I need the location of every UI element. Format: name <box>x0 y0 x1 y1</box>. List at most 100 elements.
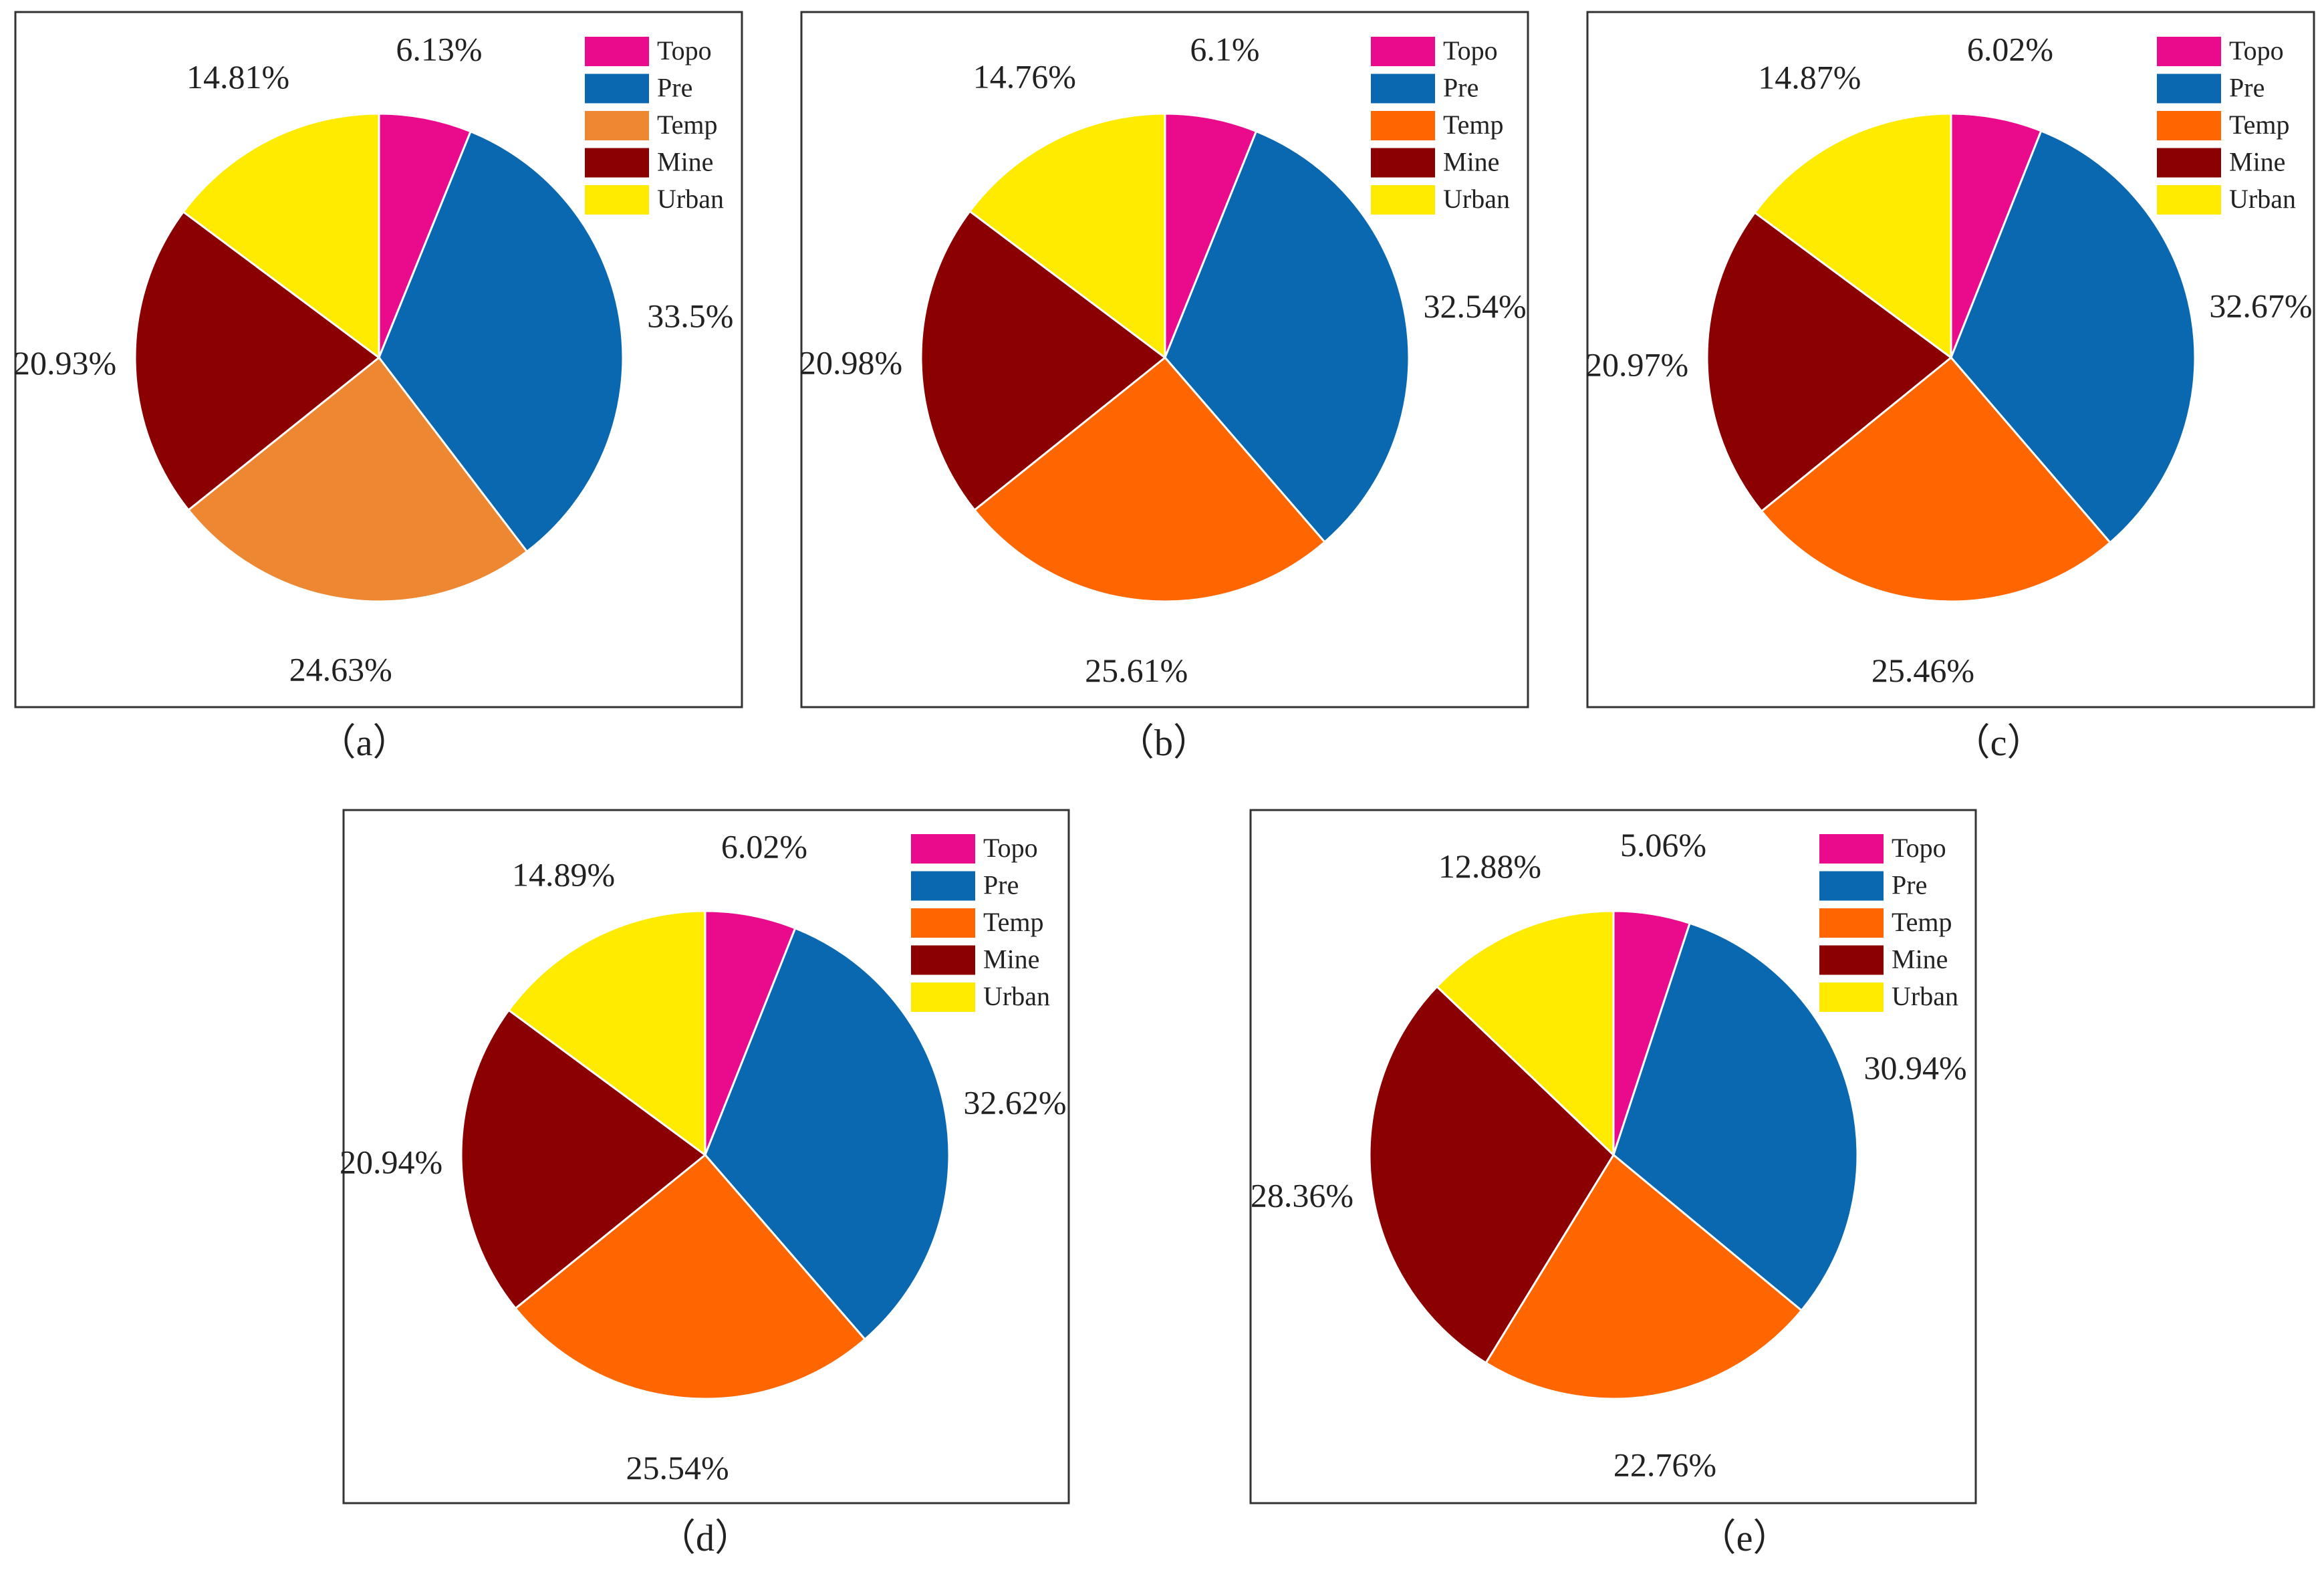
pie-slice-urban <box>1435 910 1615 1158</box>
pie-value-label: 30.94% <box>1864 1049 1967 1087</box>
legend-swatch-urban <box>1819 982 1884 1012</box>
legend-label-mine: Mine <box>2229 147 2285 177</box>
pie-value-label: 20.93% <box>13 344 116 382</box>
pie-slice-urban <box>1753 112 1952 360</box>
panel-frame <box>14 11 743 708</box>
legend-swatch-topo <box>585 37 649 66</box>
panel-caption: （d） <box>658 1518 752 1559</box>
pie-value-label: 24.63% <box>289 651 392 688</box>
pie-value-label: 5.06% <box>1620 826 1706 864</box>
pie-slice-mine <box>460 1009 707 1310</box>
panel-caption: （e） <box>1699 1518 1791 1559</box>
legend-swatch-urban <box>585 185 649 215</box>
pie-slice-pre <box>378 130 624 553</box>
legend-label-pre: Pre <box>1443 73 1478 103</box>
legend-swatch-pre <box>911 871 975 901</box>
pie-slice-temp <box>1484 1153 1803 1400</box>
legend-label-temp: Temp <box>2229 110 2290 140</box>
pie-panel-b: 6.1% 32.54% 25.61% 20.98% 14.76% Topo Pre Temp M… <box>799 11 1529 764</box>
legend-label-mine: Mine <box>1892 944 1948 974</box>
pie-panel-d: 6.02% 32.62% 25.54% 20.94% 14.89% Topo Pre Temp… <box>340 809 1070 1559</box>
pie-slice-temp <box>1760 356 2112 603</box>
legend-label-mine: Mine <box>983 944 1039 974</box>
pie-slice-pre <box>1612 922 1859 1312</box>
legend-swatch-topo <box>2157 37 2221 66</box>
legend-label-topo: Topo <box>983 833 1038 863</box>
legend-label-urban: Urban <box>1892 981 1958 1011</box>
pie-value-label: 14.76% <box>973 58 1076 96</box>
pie-value-label: 14.87% <box>1758 58 1861 96</box>
pie-slice-mine <box>134 210 381 512</box>
panel-caption: （c） <box>1953 722 2045 764</box>
legend-swatch-urban <box>1371 185 1435 215</box>
legend-swatch-pre <box>1819 871 1884 901</box>
legend-label-topo: Topo <box>2229 35 2284 65</box>
pie-panel-a: 6.13% 33.5% 24.63% 20.93% 14.81% Topo Pre Temp M… <box>13 11 743 764</box>
panel-frame <box>1586 11 2315 708</box>
pie-slice-urban <box>968 112 1166 360</box>
panel-frame <box>1249 809 1977 1504</box>
legend-swatch-mine <box>1371 148 1435 178</box>
legend-label-urban: Urban <box>983 981 1050 1011</box>
legend-swatch-mine <box>911 945 975 975</box>
pie-value-label: 6.02% <box>1967 30 2053 68</box>
legend-swatch-urban <box>2157 185 2221 215</box>
legend-label-pre: Pre <box>2229 73 2265 103</box>
pie-slice-temp <box>973 356 1327 603</box>
legend-label-temp: Temp <box>1443 110 1504 140</box>
legend-swatch-temp <box>1819 908 1884 938</box>
pie-slice-topo <box>1164 112 1258 358</box>
pie-slice-urban <box>507 910 706 1157</box>
legend-swatch-topo <box>1371 37 1435 66</box>
legend-swatch-pre <box>2157 74 2221 104</box>
legend-swatch-mine <box>585 148 649 178</box>
pie-value-label: 25.61% <box>1085 652 1188 689</box>
pie-slice-topo <box>1950 112 2043 358</box>
pie-slice-mine <box>1368 985 1615 1365</box>
pie-slice-pre <box>1950 129 2196 544</box>
legend-label-mine: Mine <box>657 147 713 177</box>
pie-value-label: 20.94% <box>340 1144 442 1181</box>
legend-swatch-pre <box>1371 74 1435 104</box>
legend-label-temp: Temp <box>657 110 718 140</box>
legend-swatch-temp <box>585 111 649 140</box>
pie-value-label: 32.54% <box>1424 287 1527 325</box>
legend-label-pre: Pre <box>1892 870 1927 900</box>
legend-swatch-temp <box>1371 111 1435 140</box>
pie-value-label: 25.46% <box>1871 652 1974 689</box>
pie-value-label: 22.76% <box>1613 1446 1716 1484</box>
panel-frame <box>342 809 1070 1504</box>
pie-slice-pre <box>1164 130 1410 544</box>
legend-label-pre: Pre <box>983 870 1019 900</box>
pie-value-label: 6.02% <box>721 827 807 865</box>
pie-value-label: 33.5% <box>647 297 733 335</box>
pie-slice-pre <box>704 926 950 1341</box>
legend-swatch-topo <box>1819 834 1884 864</box>
panel-caption: （b） <box>1117 722 1210 764</box>
pie-slice-temp <box>186 356 529 603</box>
pie-value-label: 32.62% <box>963 1084 1066 1122</box>
pie-panel-e: 5.06% 30.94% 22.76% 28.36% 12.88% Topo Pre Temp… <box>1249 809 1977 1559</box>
pie-slice-urban <box>182 112 380 360</box>
pie-value-label: 6.13% <box>396 31 482 68</box>
pie-value-label: 6.1% <box>1190 31 1259 68</box>
legend-label-urban: Urban <box>2229 184 2296 214</box>
legend-label-urban: Urban <box>1443 184 1510 214</box>
pie-panel-c: 6.02% 32.67% 25.46% 20.97% 14.87% Topo Pre Temp… <box>1585 11 2315 764</box>
pie-value-label: 32.67% <box>2209 287 2312 324</box>
legend-swatch-pre <box>585 74 649 104</box>
legend-label-temp: Temp <box>983 907 1044 937</box>
pie-value-label: 14.89% <box>512 856 615 894</box>
legend-label-urban: Urban <box>657 184 724 214</box>
legend-swatch-temp <box>911 908 975 938</box>
panel-caption: （a） <box>319 722 410 764</box>
panel-frame <box>800 11 1529 708</box>
pie-value-label: 14.81% <box>186 58 289 96</box>
legend-swatch-topo <box>911 834 975 864</box>
legend-label-topo: Topo <box>1443 35 1498 65</box>
legend-label-pre: Pre <box>657 73 692 103</box>
pie-value-label: 20.98% <box>799 344 902 382</box>
pie-value-label: 25.54% <box>626 1449 729 1486</box>
pie-slice-topo <box>378 112 473 358</box>
legend-label-topo: Topo <box>1892 833 1946 863</box>
